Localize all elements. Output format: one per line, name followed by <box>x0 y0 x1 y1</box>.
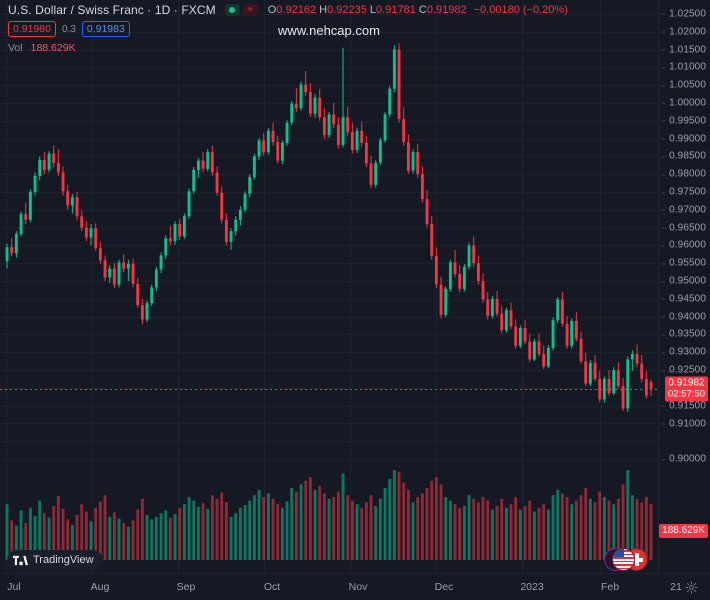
tradingview-logo-icon <box>13 555 28 565</box>
price-tick: 0.90000 <box>661 453 706 465</box>
time-axis[interactable]: Jul Aug Sep Oct Nov Dec 2023 Feb 21 <box>0 573 710 600</box>
time-tick: Jul <box>7 581 21 593</box>
time-tick: 2023 <box>520 581 544 593</box>
tradingview-logo[interactable]: TradingView <box>7 550 103 570</box>
legend-symbol-row: U.S. Dollar / Swiss Franc · 1D · FXCM ≈ … <box>8 2 568 17</box>
time-tick: Aug <box>90 581 110 593</box>
us-flag-icon <box>612 548 635 571</box>
volume-value: 188.629K <box>30 42 76 54</box>
price-tick: 1.01500 <box>661 44 706 55</box>
time-tick: Nov <box>348 581 368 593</box>
price-tick: 0.98000 <box>661 168 706 180</box>
price-tick: 0.93500 <box>661 328 706 340</box>
current-price-badge[interactable]: 0.91982 02:57:50 <box>665 376 708 401</box>
price-tick: 0.93000 <box>661 346 706 358</box>
time-tick: Feb <box>600 581 620 593</box>
tradingview-label: TradingView <box>33 554 94 566</box>
candlestick-series <box>0 43 658 560</box>
ohlc-change: −0.00180 (−0.20%) <box>473 3 568 16</box>
volume-label: Vol <box>8 42 23 54</box>
indicator-deviation: 0.3 <box>61 23 76 35</box>
indicator-value-upper[interactable]: 0.91980 <box>8 21 56 37</box>
price-tick: 0.97000 <box>661 204 706 216</box>
price-tick: 0.95000 <box>661 275 706 287</box>
time-tick: Oct <box>263 581 281 593</box>
symbol-title[interactable]: U.S. Dollar / Swiss Franc · 1D · FXCM <box>8 2 216 17</box>
volume-badge[interactable]: 188.629K <box>659 524 708 538</box>
price-tick: 1.00500 <box>661 79 706 91</box>
ohlc-high-label: H <box>319 3 328 16</box>
chart-plot-area[interactable] <box>0 0 658 573</box>
currency-flag-badges[interactable] <box>604 548 648 572</box>
price-tick: 0.92500 <box>661 364 706 376</box>
time-tick: Dec <box>434 581 454 593</box>
ohlc-readout: O0.92162 H0.92235 L0.91781 C0.91982 −0.0… <box>268 4 568 16</box>
ohlc-open-label: O <box>267 3 277 16</box>
chart-legend: U.S. Dollar / Swiss Franc · 1D · FXCM ≈ … <box>8 2 568 55</box>
price-tick: 1.02500 <box>661 8 706 20</box>
legend-volume-row: Vol 188.629K <box>8 41 568 55</box>
legend-indicator-row: 0.91980 0.3 0.91983 <box>8 20 568 38</box>
price-tick: 1.01000 <box>661 61 706 73</box>
market-open-icon[interactable] <box>224 3 240 16</box>
price-tick: 0.98500 <box>661 150 706 162</box>
ohlc-low-label: L <box>369 3 377 16</box>
chart-gridlines <box>0 0 658 573</box>
price-tick: 1.00000 <box>661 97 706 109</box>
ohlc-low-value: 0.91781 <box>376 3 416 16</box>
gear-icon[interactable] <box>685 581 698 594</box>
ohlc-close-value: 0.91982 <box>426 3 467 16</box>
time-tick: Sep <box>176 581 196 593</box>
time-tick: 21 <box>670 581 682 593</box>
ohlc-close-label: C <box>418 3 427 16</box>
price-tick: 0.99500 <box>661 115 706 127</box>
price-tick: 0.95500 <box>661 257 706 269</box>
price-tick: 0.94000 <box>661 311 706 323</box>
ohlc-open-value: 0.92162 <box>276 3 317 16</box>
price-tick: 0.91500 <box>661 400 706 412</box>
price-tick: 0.96500 <box>661 222 706 234</box>
indicator-value-lower[interactable]: 0.91983 <box>81 21 130 37</box>
price-tick: 1.02000 <box>661 26 706 38</box>
price-axis[interactable]: 1.02500 1.02000 1.01500 1.01000 1.00500 1.000… <box>658 0 710 573</box>
status-pills: ≈ <box>224 3 258 16</box>
price-tick: 0.94500 <box>661 293 706 305</box>
ohlc-high-value: 0.92235 <box>327 3 367 16</box>
price-tick: 0.99000 <box>661 133 706 145</box>
price-tick: 0.97500 <box>661 186 706 198</box>
price-tick: 0.96000 <box>661 239 706 251</box>
approx-symbol-icon[interactable]: ≈ <box>242 3 258 16</box>
price-tick: 0.91000 <box>661 418 706 429</box>
